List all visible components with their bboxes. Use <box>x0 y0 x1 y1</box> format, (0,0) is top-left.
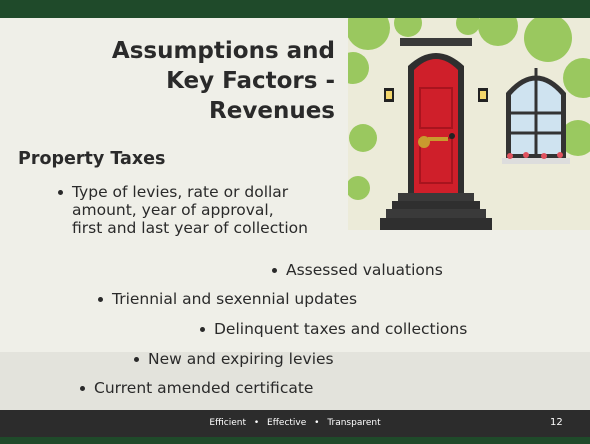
bullet-line: amount, year of approval, <box>72 201 308 219</box>
page-number: 12 <box>550 417 563 428</box>
slide: Assumptions and Key Factors - Revenues P… <box>0 0 590 444</box>
title-line: Key Factors - <box>166 66 335 96</box>
bottom-bar <box>0 437 590 444</box>
bullet <box>200 327 205 332</box>
bullet-item: Assessed valuations <box>286 261 443 279</box>
section-heading: Property Taxes <box>18 149 165 169</box>
bullet <box>58 190 63 195</box>
bullet-line: first and last year of collection <box>72 219 308 237</box>
footer-text: Efficient • Effective • Transparent <box>0 418 590 428</box>
bullet-item: Current amended certificate <box>94 379 313 397</box>
house-door-image <box>348 18 590 230</box>
bullet-item: Delinquent taxes and collections <box>214 320 467 338</box>
bullet-line: Type of levies, rate or dollar <box>72 183 308 201</box>
bullet <box>134 357 139 362</box>
bullet <box>272 268 277 273</box>
bullet-item: Type of levies, rate or dollar amount, y… <box>72 183 308 237</box>
top-bar <box>0 0 590 18</box>
bullet-text: Assessed valuations <box>286 261 443 279</box>
bullet-item: Triennial and sexennial updates <box>112 290 357 308</box>
bullet-text: Delinquent taxes and collections <box>214 320 467 338</box>
bullet-text: Current amended certificate <box>94 379 313 397</box>
bullet-text: Triennial and sexennial updates <box>112 290 357 308</box>
bullet-text: New and expiring levies <box>148 350 334 368</box>
title-line: Assumptions and <box>112 36 335 66</box>
bullet <box>80 386 85 391</box>
bullet <box>98 297 103 302</box>
bullet-item: New and expiring levies <box>148 350 334 368</box>
title-line: Revenues <box>209 96 335 126</box>
